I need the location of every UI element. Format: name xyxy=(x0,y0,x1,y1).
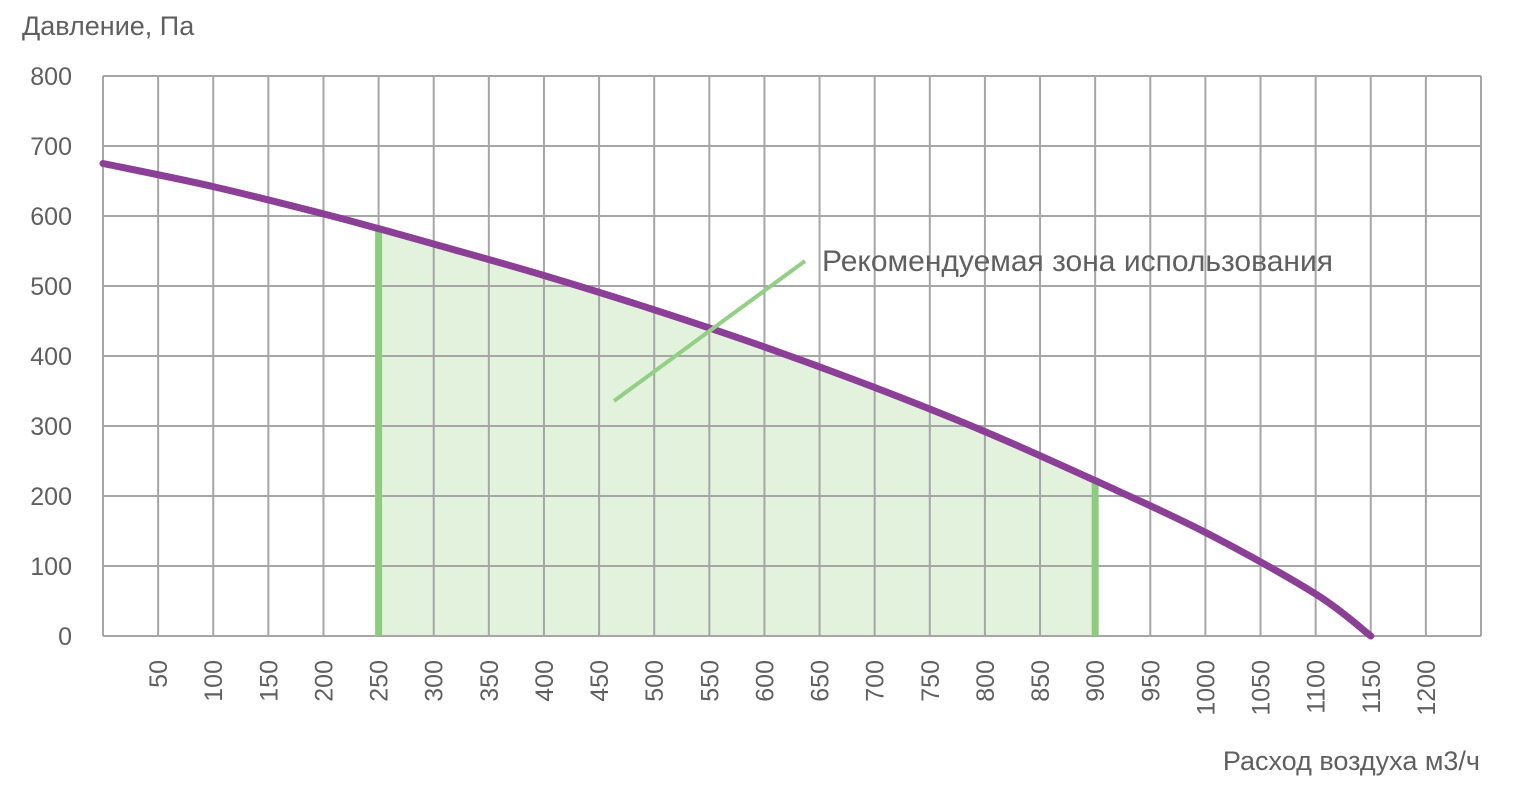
x-axis-ticks: 50 100 150 200 250 300 350 400 450 500 550 600 650 70… xyxy=(145,660,1441,716)
x-tick-label: 950 xyxy=(1137,660,1165,702)
x-tick-label: 450 xyxy=(586,660,614,702)
x-tick-label: 750 xyxy=(917,660,945,702)
x-tick-label: 700 xyxy=(862,660,890,702)
y-tick-label: 800 xyxy=(30,63,72,91)
x-tick-label: 500 xyxy=(641,660,669,702)
x-tick-label: 400 xyxy=(531,660,559,702)
x-tick-label: 1050 xyxy=(1248,660,1276,716)
y-tick-label: 300 xyxy=(30,413,72,441)
grid xyxy=(102,75,1482,637)
x-tick-label: 650 xyxy=(807,660,835,702)
y-tick-label: 100 xyxy=(30,553,72,581)
x-tick-label: 350 xyxy=(476,660,504,702)
x-tick-label: 550 xyxy=(696,660,724,702)
y-tick-label: 0 xyxy=(58,623,72,651)
x-tick-label: 150 xyxy=(255,660,283,702)
y-axis-ticks: 0 100 200 300 400 500 600 700 800 xyxy=(30,63,72,651)
x-tick-label: 200 xyxy=(310,660,338,702)
zone-fill xyxy=(378,228,1096,636)
x-tick-label: 600 xyxy=(751,660,779,702)
x-tick-label: 50 xyxy=(145,660,173,688)
x-tick-label: 1200 xyxy=(1413,660,1441,716)
y-tick-label: 200 xyxy=(30,483,72,511)
x-tick-label: 850 xyxy=(1027,660,1055,702)
x-axis-label: Расход воздуха м3/ч xyxy=(1223,746,1480,776)
x-tick-label: 300 xyxy=(421,660,449,702)
x-tick-label: 1150 xyxy=(1358,660,1386,714)
x-tick-label: 1100 xyxy=(1303,660,1331,714)
x-tick-label: 250 xyxy=(366,660,394,702)
recommended-zone xyxy=(378,228,1096,636)
y-tick-label: 600 xyxy=(30,203,72,231)
pressure-curve xyxy=(99,160,1375,640)
curve-layer xyxy=(99,160,1375,640)
x-tick-label: 1000 xyxy=(1192,660,1220,716)
y-axis-label: Давление, Па xyxy=(22,11,195,41)
annotation-leader-line xyxy=(612,259,807,403)
y-tick-label: 400 xyxy=(30,343,72,371)
annotation: Рекомендуемая зона использования xyxy=(612,245,1333,403)
recommended-zone-label: Рекомендуемая зона использования xyxy=(822,245,1333,278)
y-tick-label: 500 xyxy=(30,273,72,301)
x-tick-label: 800 xyxy=(972,660,1000,702)
x-tick-label: 900 xyxy=(1082,660,1110,702)
y-tick-label: 700 xyxy=(30,133,72,161)
x-tick-label: 100 xyxy=(200,660,228,702)
